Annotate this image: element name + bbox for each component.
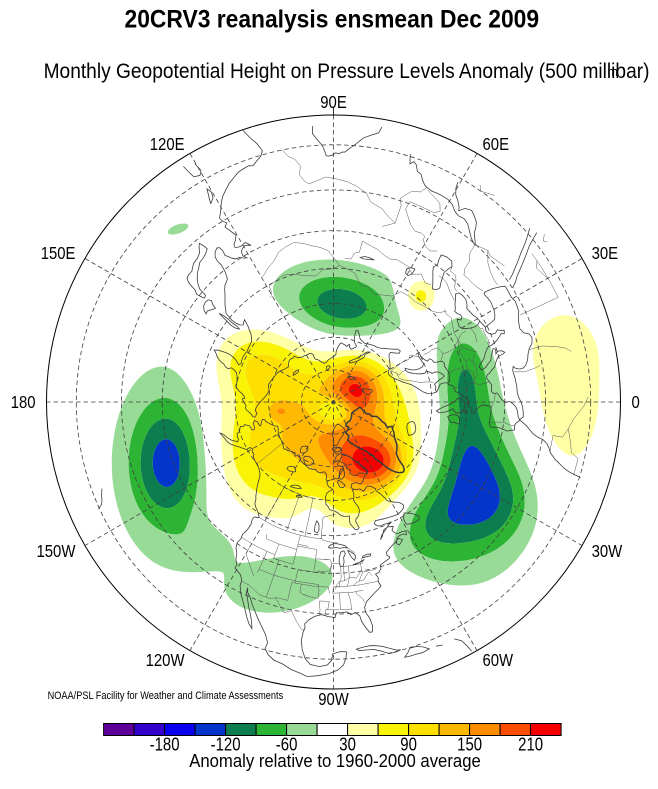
- svg-text:150E: 150E: [41, 243, 76, 263]
- svg-text:60W: 60W: [483, 650, 514, 670]
- svg-text:90W: 90W: [318, 689, 349, 709]
- svg-text:-180: -180: [150, 735, 180, 755]
- svg-text:30E: 30E: [592, 243, 619, 263]
- svg-text:90E: 90E: [320, 92, 347, 112]
- svg-text:30: 30: [339, 735, 356, 755]
- svg-text:0: 0: [632, 392, 641, 412]
- svg-text:120E: 120E: [150, 134, 185, 154]
- svg-text:150W: 150W: [37, 541, 76, 561]
- svg-text:210: 210: [518, 735, 543, 755]
- svg-text:20CRV3 reanalysis ensmean Dec: 20CRV3 reanalysis ensmean Dec 2009: [125, 6, 540, 33]
- svg-text:60E: 60E: [483, 134, 510, 154]
- svg-text:m: m: [608, 64, 619, 79]
- svg-text:180: 180: [11, 392, 36, 412]
- svg-text:NOAA/PSL Facility for Weather: NOAA/PSL Facility for Weather and Climat…: [48, 690, 284, 702]
- svg-text:90: 90: [400, 735, 417, 755]
- svg-text:120W: 120W: [146, 650, 185, 670]
- svg-text:30W: 30W: [592, 541, 623, 561]
- svg-text:-120: -120: [211, 735, 241, 755]
- svg-text:-60: -60: [276, 735, 298, 755]
- svg-text:150: 150: [457, 735, 482, 755]
- svg-text:Anomaly relative to 1960-2000: Anomaly relative to 1960-2000 average: [189, 750, 481, 771]
- svg-text:Monthly Geopotential Height on: Monthly Geopotential Height on Pressure …: [44, 60, 650, 83]
